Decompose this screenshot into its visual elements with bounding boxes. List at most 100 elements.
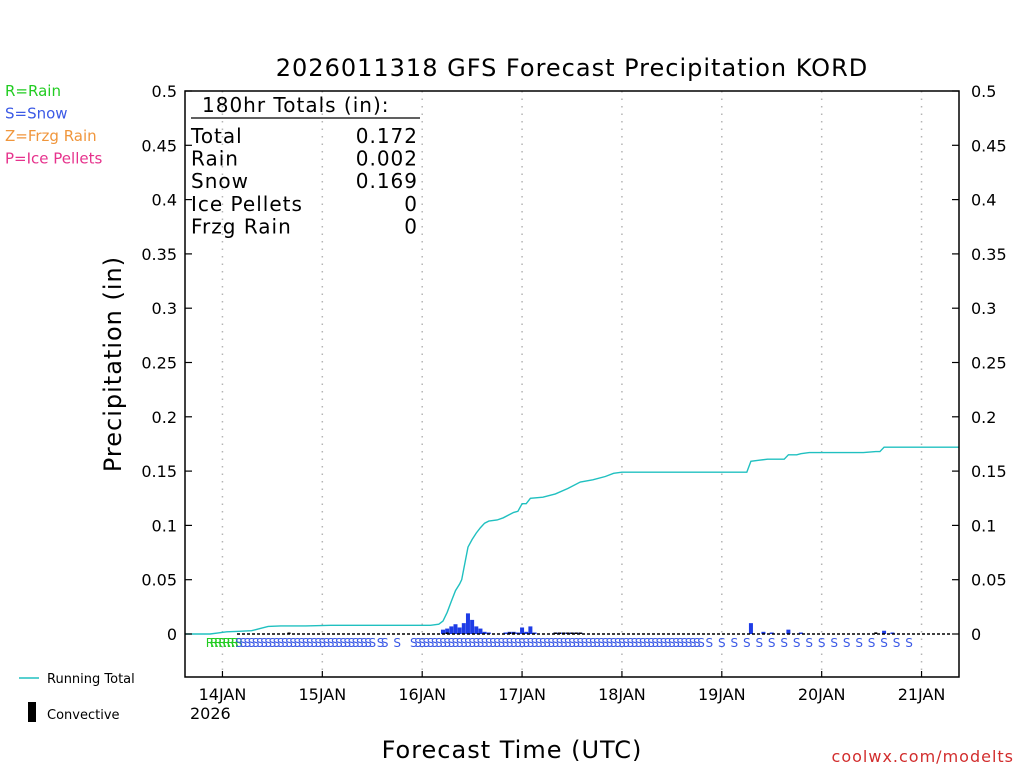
precip-type-marker-s: S	[552, 636, 560, 650]
y-tick-label-left: 0.45	[141, 136, 177, 155]
convective-bar	[570, 632, 574, 634]
precip-type-marker-s: S	[743, 636, 751, 650]
precip-type-marker-s: S	[618, 636, 626, 650]
precip-type-markers: RRRRRRRRSSSSSSSSSSSSSSSSSSSSSSSSSSSSSSSS…	[206, 636, 913, 650]
precip-type-legend: R=Rain S=Snow Z=Frzg Rain P=Ice Pellets	[5, 82, 102, 168]
precip-bar	[465, 613, 470, 634]
precip-type-marker-s: S	[818, 636, 826, 650]
precip-type-marker-s: S	[452, 636, 460, 650]
precip-type-marker-s: S	[273, 636, 281, 650]
totals-label: Frzg Rain	[191, 214, 292, 238]
totals-value: 0.002	[356, 147, 418, 171]
precip-type-marker-s: S	[393, 636, 401, 650]
precip-type-marker-s: S	[468, 636, 476, 650]
precip-type-marker-s: S	[660, 636, 668, 650]
precip-type-marker-s: S	[235, 636, 243, 650]
precip-type-marker-s: S	[780, 636, 788, 650]
precip-type-marker-s: S	[718, 636, 726, 650]
precip-bar	[457, 627, 462, 634]
totals-value: 0	[404, 192, 418, 216]
precip-bar	[520, 627, 525, 634]
precip-type-marker-s: S	[868, 636, 876, 650]
precip-type-marker-s: S	[614, 636, 622, 650]
precip-bar	[515, 632, 520, 634]
x-tick-label-17jan: 17JAN	[498, 685, 546, 704]
convective-bars	[287, 632, 878, 634]
plot-frame	[184, 90, 960, 678]
precip-bar	[482, 631, 487, 634]
precip-type-legend-p: P=Ice Pellets	[5, 150, 102, 168]
precip-type-marker-s: S	[581, 636, 589, 650]
precip-type-marker-s: S	[656, 636, 664, 650]
convective-bar	[574, 632, 578, 634]
precip-type-marker-s: S	[577, 636, 585, 650]
precip-type-marker-s: S	[414, 636, 422, 650]
x-tick-label-16jan: 16JAN	[398, 685, 446, 704]
precip-type-marker-s: S	[693, 636, 701, 650]
convective-bar	[508, 632, 512, 634]
precip-type-marker-s: S	[298, 636, 306, 650]
precip-type-marker-s: S	[285, 636, 293, 650]
precip-type-marker-s: S	[647, 636, 655, 650]
convective-swatch	[28, 702, 36, 722]
precip-type-marker-s: S	[514, 636, 522, 650]
precip-type-marker-s: S	[685, 636, 693, 650]
precip-type-marker-s: S	[518, 636, 526, 650]
precip-type-marker-r: R	[206, 636, 214, 650]
precip-bar	[524, 631, 529, 634]
convective-label: Convective	[47, 708, 120, 723]
convective-bar	[553, 632, 557, 634]
y-tick-label-right: 0.45	[971, 136, 1007, 155]
y-tick-label-left: 0.15	[141, 462, 177, 481]
precip-type-marker-s: S	[493, 636, 501, 650]
precip-type-marker-s: S	[560, 636, 568, 650]
y-tick-label-right: 0.1	[971, 516, 996, 535]
convective-bar	[287, 632, 291, 634]
x-year-label: 2026	[190, 704, 231, 723]
precip-type-marker-s: S	[477, 636, 485, 650]
gridlines	[221, 91, 923, 677]
precip-type-marker-s: S	[435, 636, 443, 650]
precip-type-marker-s: S	[626, 636, 634, 650]
x-tick-label-18jan: 18JAN	[598, 685, 646, 704]
y-tick-label-left: 0.2	[152, 408, 177, 427]
precip-type-marker-s: S	[364, 636, 372, 650]
y-tick-label-right: 0.05	[971, 571, 1007, 590]
precip-type-marker-s: S	[631, 636, 639, 650]
precip-type-marker-s: S	[448, 636, 456, 650]
y-axis-title: Precipitation (in)	[99, 256, 127, 472]
precip-bar	[532, 632, 537, 634]
precip-type-marker-s: S	[368, 636, 376, 650]
precip-type-marker-s: S	[568, 636, 576, 650]
precip-type-marker-r: R	[235, 636, 243, 650]
precip-bar	[786, 629, 791, 634]
y-tick-label-left: 0.35	[141, 245, 177, 264]
precip-type-marker-s: S	[639, 636, 647, 650]
precip-type-marker-s: S	[506, 636, 514, 650]
precip-type-marker-s: S	[460, 636, 468, 650]
precip-bar	[441, 629, 445, 634]
x-tick-label-20jan: 20JAN	[798, 685, 846, 704]
precip-type-marker-s: S	[556, 636, 564, 650]
y-tick-label-right: 0.35	[971, 245, 1007, 264]
totals-label: Ice Pellets	[191, 192, 303, 216]
precip-bar	[486, 632, 491, 634]
y-tick-label-right: 0.3	[971, 299, 996, 318]
precip-type-marker-s: S	[456, 636, 464, 650]
running-total-line	[185, 446, 959, 635]
precip-type-marker-s: S	[610, 636, 618, 650]
precip-type-marker-s: S	[264, 636, 272, 650]
precip-type-marker-s: S	[472, 636, 480, 650]
precip-type-marker-s: S	[294, 636, 302, 650]
precip-type-marker-s: S	[289, 636, 297, 650]
precip-type-marker-s: S	[310, 636, 318, 650]
precip-type-marker-s: S	[323, 636, 331, 650]
precip-bar	[882, 630, 887, 634]
precip-bar	[798, 632, 803, 634]
totals-box: 180hr Totals (in): Total 0.172 Rain 0.002 Sn…	[190, 93, 420, 238]
y-tick-label-left: 0	[167, 625, 177, 644]
totals-header: 180hr Totals (in):	[202, 93, 390, 117]
precip-type-legend-r: R=Rain	[5, 82, 61, 100]
precip-type-marker-s: S	[893, 636, 901, 650]
